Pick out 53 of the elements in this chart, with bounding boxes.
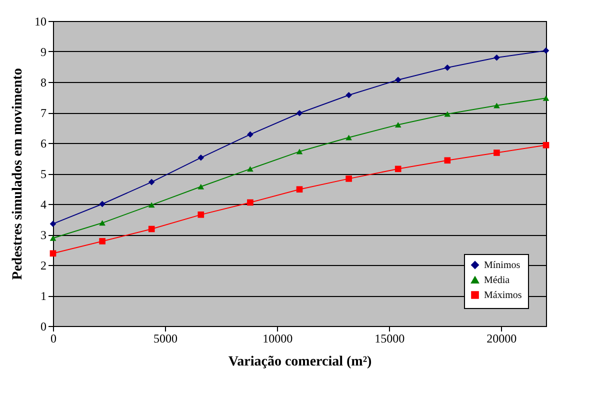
x-tick-label: 5000 (154, 332, 178, 346)
point (542, 47, 550, 54)
legend-label: Mínimos (484, 260, 520, 271)
point (444, 157, 451, 164)
point (394, 122, 402, 128)
y-tick-label: 6 (40, 136, 46, 150)
x-axis-title: Variação comercial (m²) (228, 354, 372, 370)
point (50, 250, 56, 257)
point (296, 110, 303, 116)
point (247, 199, 254, 206)
point (542, 95, 550, 101)
point (99, 238, 106, 244)
point (444, 64, 451, 71)
point (542, 142, 550, 148)
point (494, 150, 500, 156)
legend-label: Média (484, 275, 510, 286)
y-tick-label: 2 (40, 258, 46, 272)
point (394, 166, 402, 172)
y-tick-label: 10 (34, 14, 46, 28)
point (346, 176, 352, 182)
point (198, 212, 204, 218)
x-tick-label: 20000 (486, 332, 517, 346)
point (50, 220, 56, 227)
point (148, 226, 155, 232)
y-axis-title: Pedestres simulados em movimento (10, 68, 26, 280)
point (247, 131, 254, 138)
point (99, 200, 106, 208)
legend-label: Máximos (484, 290, 522, 301)
y-tick-label: 4 (40, 198, 46, 212)
point (198, 184, 204, 190)
point (346, 92, 352, 98)
x-tick-label: 10000 (262, 332, 293, 346)
point (394, 76, 402, 84)
y-tick-label: 8 (40, 76, 46, 90)
y-tick-label: 0 (40, 320, 46, 334)
point (148, 202, 155, 208)
point (296, 186, 303, 193)
point (247, 166, 254, 172)
point (494, 102, 500, 108)
y-tick-label: 1 (40, 289, 46, 303)
point (494, 54, 500, 61)
x-tick-label: 0 (50, 332, 56, 346)
point (444, 111, 451, 117)
point (99, 220, 106, 226)
x-tick-label: 15000 (374, 332, 405, 346)
y-tick-label: 7 (40, 106, 46, 120)
point (346, 134, 352, 140)
y-tick-label: 9 (40, 45, 46, 59)
y-tick-label: 5 (40, 167, 46, 181)
point (296, 148, 303, 154)
point (198, 154, 204, 161)
point (148, 178, 155, 186)
y-tick-label: 3 (40, 228, 46, 242)
